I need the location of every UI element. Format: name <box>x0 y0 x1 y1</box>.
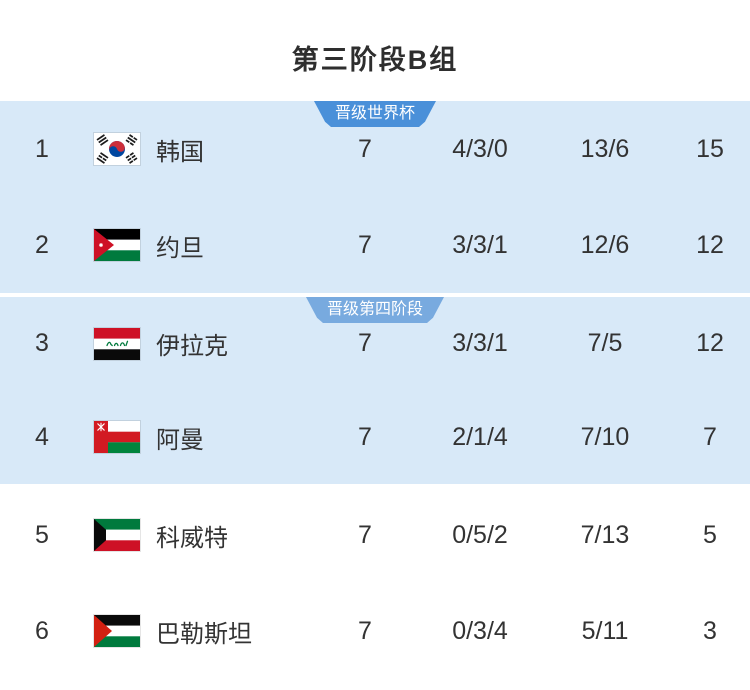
page-title: 第三阶段B组 <box>291 45 459 75</box>
games-played: 7 <box>358 422 372 451</box>
section-fourth-stage: 晋级第四阶段 3 <box>0 297 750 484</box>
games-played: 7 <box>358 616 372 645</box>
flag-south-korea <box>94 133 140 165</box>
games-played: 7 <box>358 520 372 549</box>
team-name: 巴勒斯坦 <box>156 620 252 648</box>
goals-for-against: 5/11 <box>581 616 629 645</box>
standings-row-6[interactable]: 6 巴勒斯坦 7 0/3/4 5/11 3 <box>0 583 750 679</box>
goals-for-against: 12/6 <box>580 230 630 259</box>
flag-jordan <box>94 229 140 261</box>
win-draw-loss: 0/5/2 <box>452 520 508 549</box>
win-draw-loss: 3/3/1 <box>452 230 508 259</box>
flag-palestine <box>94 615 140 647</box>
points: 7 <box>703 422 717 451</box>
goals-for-against: 7/5 <box>587 329 623 358</box>
points: 15 <box>696 134 724 163</box>
standings-row-2[interactable]: 2 约旦 7 3/3/1 12/6 12 <box>0 197 750 293</box>
goals-for-against: 7/13 <box>580 520 630 549</box>
team-name: 阿曼 <box>156 426 204 454</box>
team-name: 约旦 <box>156 234 204 262</box>
win-draw-loss: 3/3/1 <box>452 329 508 358</box>
games-played: 7 <box>358 134 372 163</box>
rank: 2 <box>35 230 49 259</box>
section-eliminated: 5 科威特 7 0/5/2 7/13 5 6 <box>0 484 750 690</box>
flag-oman <box>94 421 140 454</box>
team-name: 伊拉克 <box>156 333 228 361</box>
standings-row-3[interactable]: 3 伊拉克 7 <box>0 297 750 391</box>
rank: 4 <box>35 422 49 451</box>
games-played: 7 <box>358 329 372 358</box>
rank: 6 <box>35 616 49 645</box>
section-divider <box>0 293 750 297</box>
win-draw-loss: 4/3/0 <box>452 134 508 163</box>
points: 12 <box>696 329 724 358</box>
win-draw-loss: 2/1/4 <box>452 422 508 451</box>
points: 3 <box>703 616 717 645</box>
rank: 5 <box>35 520 49 549</box>
rank: 1 <box>35 134 49 163</box>
team-name: 韩国 <box>156 138 204 166</box>
team-name: 科威特 <box>156 524 228 552</box>
standings-row-5[interactable]: 5 科威特 7 0/5/2 7/13 5 <box>0 487 750 583</box>
standings-row-4[interactable]: 4 阿曼 7 <box>0 391 750 485</box>
goals-for-against: 7/10 <box>580 422 630 451</box>
standings-row-1[interactable]: 1 <box>0 101 750 197</box>
flag-iraq <box>94 327 140 360</box>
promotion-badge-world-cup: 晋级世界杯 <box>314 101 436 127</box>
flag-kuwait <box>94 519 140 551</box>
goals-for-against: 13/6 <box>580 134 630 163</box>
rank: 3 <box>35 329 49 358</box>
section-world-cup: 晋级世界杯 1 <box>0 101 750 293</box>
win-draw-loss: 0/3/4 <box>452 616 508 645</box>
points: 12 <box>696 230 724 259</box>
points: 5 <box>703 520 717 549</box>
title-bar: 第三阶段B组 <box>0 0 750 101</box>
promotion-badge-fourth-stage: 晋级第四阶段 <box>306 297 444 323</box>
games-played: 7 <box>358 230 372 259</box>
